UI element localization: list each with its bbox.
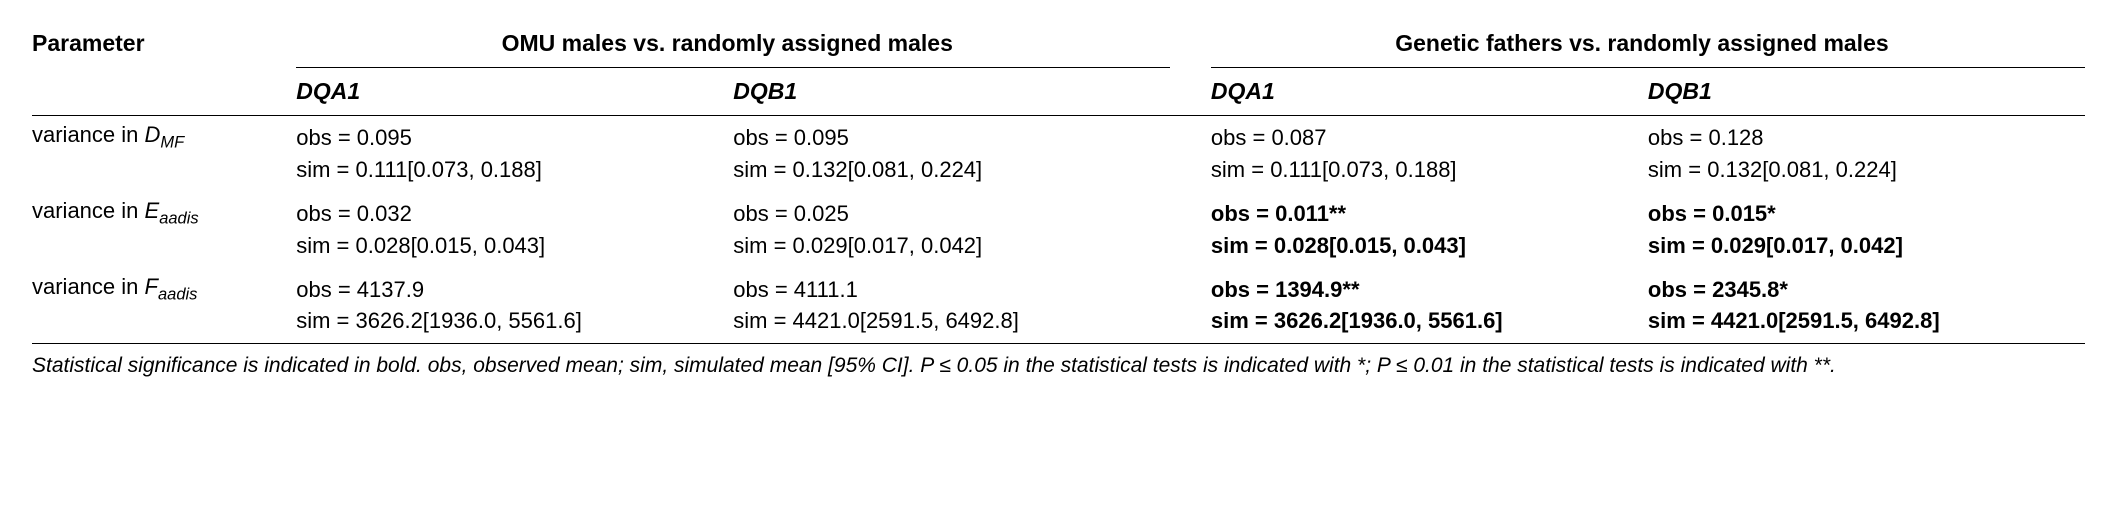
obs-value: obs = 0.095 <box>296 122 721 154</box>
sim-value: sim = 0.029[0.017, 0.042] <box>733 230 1158 262</box>
obs-value: obs = 0.095 <box>733 122 1158 154</box>
header-dqb1-g2: DQB1 <box>1648 68 2085 116</box>
sim-value: sim = 0.111[0.073, 0.188] <box>296 154 721 186</box>
obs-value: obs = 0.011** <box>1211 198 1636 230</box>
sim-value: sim = 3626.2[1936.0, 5561.6] <box>1211 305 1636 337</box>
value-cell: obs = 0.095sim = 0.111[0.073, 0.188] <box>296 116 733 192</box>
sim-value: sim = 4421.0[2591.5, 6492.8] <box>1648 305 2073 337</box>
obs-value: obs = 0.015* <box>1648 198 2073 230</box>
table-row: variance in Eaadisobs = 0.032sim = 0.028… <box>32 192 2085 268</box>
value-cell: obs = 0.015*sim = 0.029[0.017, 0.042] <box>1648 192 2085 268</box>
header-gap <box>1170 24 1211 116</box>
parameter-cell: variance in DMF <box>32 116 296 192</box>
value-cell: obs = 0.032sim = 0.028[0.015, 0.043] <box>296 192 733 268</box>
value-cell: obs = 0.011**sim = 0.028[0.015, 0.043] <box>1211 192 1648 268</box>
header-dqa1-g2: DQA1 <box>1211 68 1648 116</box>
table-footnote: Statistical significance is indicated in… <box>32 344 2085 380</box>
value-cell: obs = 0.087sim = 0.111[0.073, 0.188] <box>1211 116 1648 192</box>
statistics-table: Parameter OMU males vs. randomly assigne… <box>32 24 2085 344</box>
sim-value: sim = 3626.2[1936.0, 5561.6] <box>296 305 721 337</box>
sim-value: sim = 4421.0[2591.5, 6492.8] <box>733 305 1158 337</box>
sim-value: sim = 0.028[0.015, 0.043] <box>296 230 721 262</box>
gap-cell <box>1170 268 1211 344</box>
sim-value: sim = 0.029[0.017, 0.042] <box>1648 230 2073 262</box>
header-dqa1-g1: DQA1 <box>296 68 733 116</box>
obs-value: obs = 0.087 <box>1211 122 1636 154</box>
value-cell: obs = 4111.1sim = 4421.0[2591.5, 6492.8] <box>733 268 1170 344</box>
sim-value: sim = 0.028[0.015, 0.043] <box>1211 230 1636 262</box>
value-cell: obs = 1394.9**sim = 3626.2[1936.0, 5561.… <box>1211 268 1648 344</box>
value-cell: obs = 0.025sim = 0.029[0.017, 0.042] <box>733 192 1170 268</box>
table-body: variance in DMFobs = 0.095sim = 0.111[0.… <box>32 116 2085 344</box>
obs-value: obs = 4137.9 <box>296 274 721 306</box>
header-group-omu: OMU males vs. randomly assigned males <box>296 24 1170 68</box>
sim-value: sim = 0.132[0.081, 0.224] <box>733 154 1158 186</box>
header-group-genetic: Genetic fathers vs. randomly assigned ma… <box>1211 24 2085 68</box>
header-dqb1-g1: DQB1 <box>733 68 1170 116</box>
header-parameter: Parameter <box>32 24 296 116</box>
table-row: variance in DMFobs = 0.095sim = 0.111[0.… <box>32 116 2085 192</box>
sim-value: sim = 0.111[0.073, 0.188] <box>1211 154 1636 186</box>
obs-value: obs = 4111.1 <box>733 274 1158 306</box>
obs-value: obs = 1394.9** <box>1211 274 1636 306</box>
parameter-cell: variance in Eaadis <box>32 192 296 268</box>
value-cell: obs = 0.128sim = 0.132[0.081, 0.224] <box>1648 116 2085 192</box>
value-cell: obs = 4137.9sim = 3626.2[1936.0, 5561.6] <box>296 268 733 344</box>
obs-value: obs = 0.025 <box>733 198 1158 230</box>
parameter-cell: variance in Faadis <box>32 268 296 344</box>
gap-cell <box>1170 192 1211 268</box>
value-cell: obs = 2345.8*sim = 4421.0[2591.5, 6492.8… <box>1648 268 2085 344</box>
obs-value: obs = 2345.8* <box>1648 274 2073 306</box>
obs-value: obs = 0.128 <box>1648 122 2073 154</box>
obs-value: obs = 0.032 <box>296 198 721 230</box>
sim-value: sim = 0.132[0.081, 0.224] <box>1648 154 2073 186</box>
value-cell: obs = 0.095sim = 0.132[0.081, 0.224] <box>733 116 1170 192</box>
gap-cell <box>1170 116 1211 192</box>
table-row: variance in Faadisobs = 4137.9sim = 3626… <box>32 268 2085 344</box>
